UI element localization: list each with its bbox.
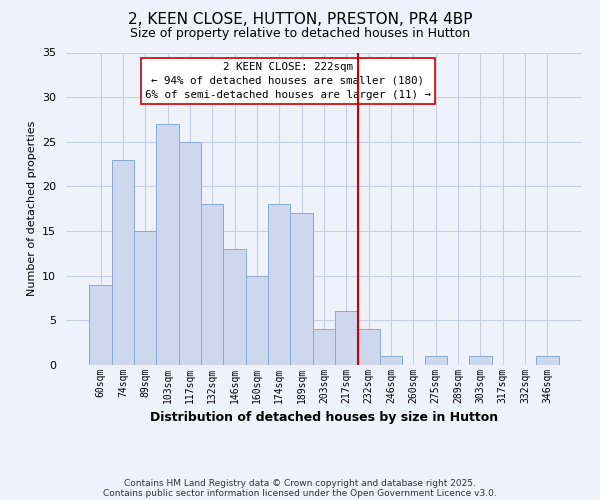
- Bar: [469, 356, 491, 365]
- Text: 2 KEEN CLOSE: 222sqm
← 94% of detached houses are smaller (180)
6% of semi-detac: 2 KEEN CLOSE: 222sqm ← 94% of detached h…: [145, 62, 431, 100]
- Y-axis label: Number of detached properties: Number of detached properties: [26, 121, 37, 296]
- Bar: [134, 231, 157, 365]
- Text: Size of property relative to detached houses in Hutton: Size of property relative to detached ho…: [130, 28, 470, 40]
- Bar: [313, 330, 335, 365]
- Text: Contains HM Land Registry data © Crown copyright and database right 2025.: Contains HM Land Registry data © Crown c…: [124, 478, 476, 488]
- Bar: [425, 356, 447, 365]
- Bar: [179, 142, 201, 365]
- Bar: [358, 330, 380, 365]
- Bar: [201, 204, 223, 365]
- Text: 2, KEEN CLOSE, HUTTON, PRESTON, PR4 4BP: 2, KEEN CLOSE, HUTTON, PRESTON, PR4 4BP: [128, 12, 472, 28]
- Bar: [335, 312, 358, 365]
- Text: Contains public sector information licensed under the Open Government Licence v3: Contains public sector information licen…: [103, 488, 497, 498]
- Bar: [89, 284, 112, 365]
- X-axis label: Distribution of detached houses by size in Hutton: Distribution of detached houses by size …: [150, 412, 498, 424]
- Bar: [290, 213, 313, 365]
- Bar: [536, 356, 559, 365]
- Bar: [223, 249, 246, 365]
- Bar: [112, 160, 134, 365]
- Bar: [157, 124, 179, 365]
- Bar: [246, 276, 268, 365]
- Bar: [268, 204, 290, 365]
- Bar: [380, 356, 402, 365]
